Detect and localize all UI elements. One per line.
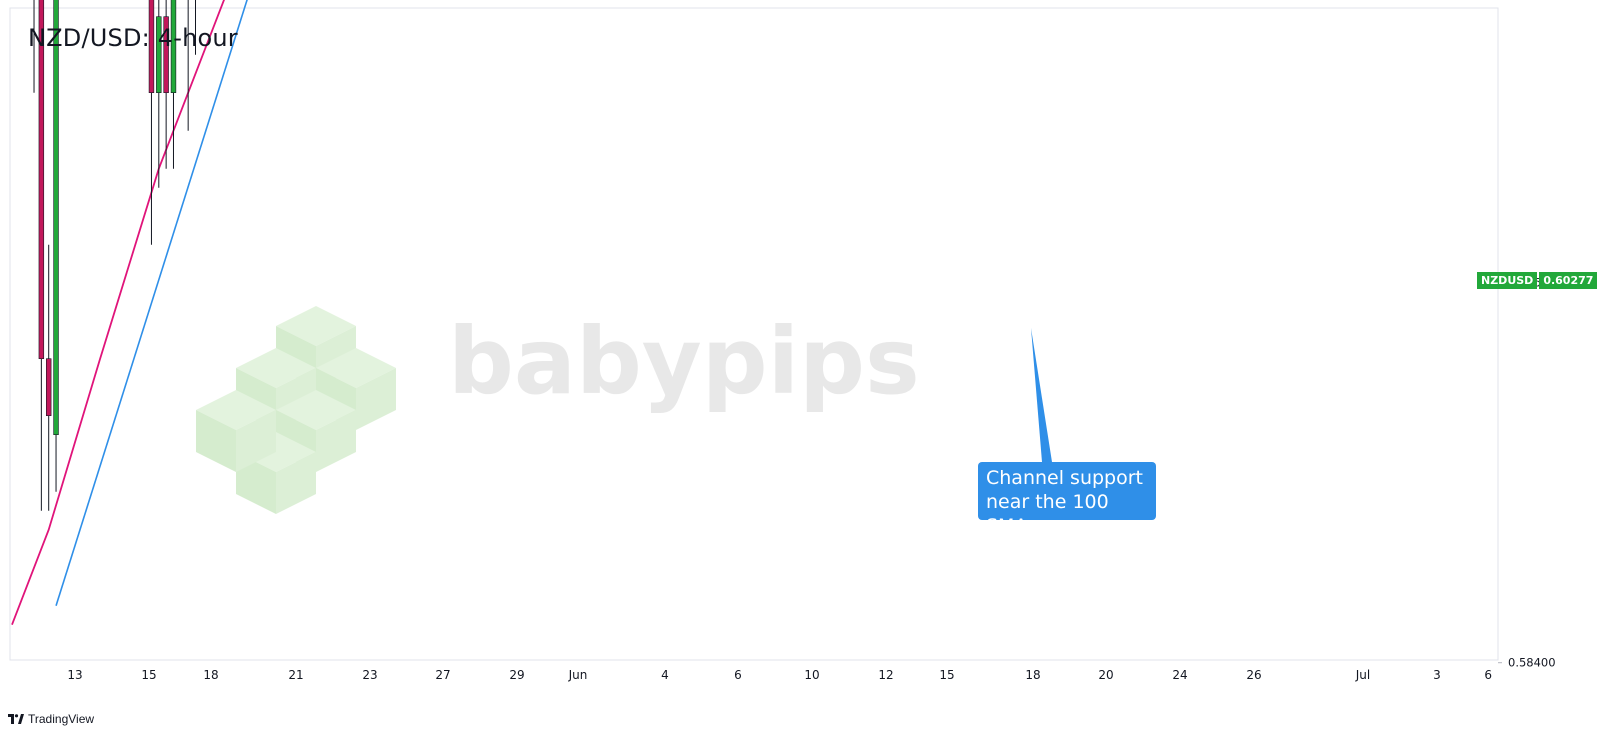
watermark-cube-face (316, 410, 356, 472)
x-tick-label: 15 (141, 668, 156, 682)
channel-line-lower (55, 0, 248, 606)
sma-200-line (11, 0, 225, 626)
chart-title: NZD/USD: 4-hour (28, 24, 238, 52)
candles (33, 0, 196, 511)
x-tick-label: 15 (939, 668, 954, 682)
callout-line-2: near the 100 SMA (986, 491, 1109, 537)
moving-averages (11, 0, 225, 626)
x-tick-label: 6 (1484, 668, 1492, 682)
watermark-cube-face (276, 452, 316, 514)
x-tick-label: 26 (1246, 668, 1261, 682)
callout-pointer (1031, 328, 1052, 462)
x-tick-label: Jun (568, 668, 588, 682)
x-tick-label: Jul (1355, 668, 1370, 682)
callout-box: Channel support near the 100 SMA (978, 462, 1156, 537)
footer-brand: TradingView (28, 712, 95, 726)
candle (53, 0, 59, 492)
plot-area (9, 7, 1499, 661)
watermark-cube-face (236, 452, 276, 514)
candle (163, 0, 169, 169)
trend-lines (55, 0, 1052, 606)
x-tick-label: 3 (1433, 668, 1441, 682)
price-tag-symbol: NZDUSD (1477, 272, 1538, 289)
last-price-tag: NZDUSD 0.60277 (1477, 272, 1598, 289)
watermark-cube-logo (196, 306, 396, 514)
x-tick-label: 23 (362, 668, 377, 682)
x-tick-label: 6 (734, 668, 742, 682)
candle-body (148, 0, 155, 93)
x-tick-label: 18 (203, 668, 218, 682)
candle-body (38, 0, 45, 359)
candle (38, 0, 45, 511)
x-tick-label: 18 (1025, 668, 1040, 682)
watermark: babypips (196, 306, 920, 514)
footer: TradingView (8, 712, 94, 726)
watermark-cube-face (236, 410, 276, 472)
watermark-text: babypips (448, 308, 920, 415)
x-tick-label: 29 (509, 668, 524, 682)
candle (156, 0, 162, 188)
watermark-cube-face (356, 368, 396, 430)
x-tick-label: 27 (435, 668, 450, 682)
candle-body (170, 0, 177, 94)
x-tick-label: 12 (878, 668, 893, 682)
candle-body (163, 16, 169, 94)
x-tick-label: 24 (1172, 668, 1187, 682)
x-tick-label: 21 (288, 668, 303, 682)
price-tag-value: 0.60277 (1539, 272, 1598, 289)
watermark-cube-face (196, 410, 236, 472)
candle (45, 244, 52, 511)
grid (9, 7, 1499, 661)
candle-body (156, 16, 162, 94)
x-tick-label: 4 (661, 668, 669, 682)
candle (148, 0, 155, 245)
candle-body (53, 0, 59, 435)
y-tick-label: 0.58400 (1508, 656, 1556, 670)
callout-line-1: Channel support (986, 467, 1143, 489)
x-tick-label: 20 (1098, 668, 1113, 682)
tradingview-logo-icon (8, 714, 24, 724)
x-tick-label: 10 (804, 668, 819, 682)
candle (170, 0, 177, 169)
x-tick-label: 13 (67, 668, 82, 682)
candle (187, 0, 189, 131)
candle-body (45, 358, 52, 417)
